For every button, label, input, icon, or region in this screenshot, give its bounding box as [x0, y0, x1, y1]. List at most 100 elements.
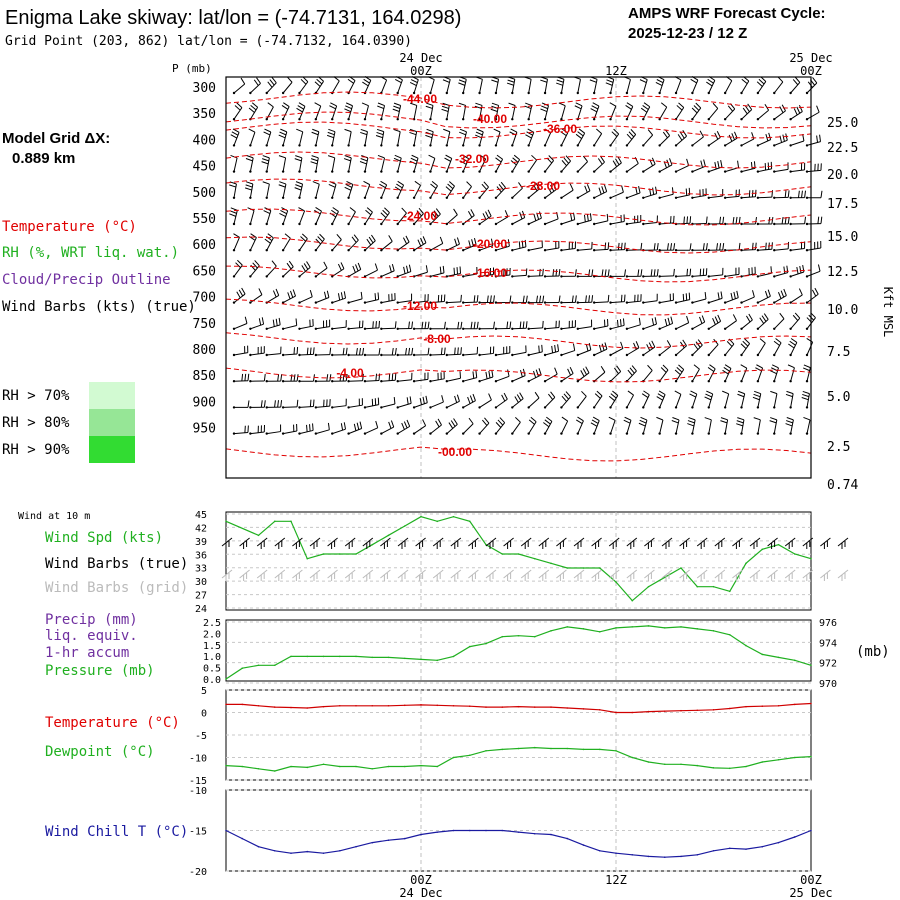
wind-barb — [658, 340, 672, 357]
wind-barb — [560, 366, 574, 383]
wind-barb — [558, 102, 566, 121]
wind-barb — [658, 364, 669, 383]
wind-barb — [674, 364, 685, 383]
temperature-line-point — [257, 704, 260, 707]
height-tick: 0.74 — [827, 478, 858, 493]
wind-barb — [674, 243, 692, 252]
wind-speed-line-point — [810, 557, 812, 560]
wind-y-tick: 30 — [195, 577, 207, 588]
windchill-line-point — [728, 847, 731, 850]
wind-barb — [441, 102, 450, 121]
pressure-line-point — [338, 655, 341, 658]
wind-barb — [265, 424, 282, 435]
wind-barb — [658, 158, 673, 173]
surface-wind-barb-grid — [732, 569, 743, 581]
surface-wind-barb-grid — [327, 569, 338, 581]
wind-barb — [524, 102, 533, 121]
wind-barb — [592, 319, 609, 330]
windchill-line-point — [582, 844, 585, 846]
windchill-line-point — [290, 852, 292, 854]
wind-barb — [396, 372, 413, 383]
surface-wind-barb-true — [696, 537, 708, 549]
wind-barb — [478, 346, 495, 357]
temperature-line-point — [485, 706, 487, 708]
wind-barb — [511, 416, 521, 435]
wind-barb — [543, 367, 558, 383]
wind-speed-line-point — [680, 567, 682, 569]
wind-barb — [642, 129, 654, 147]
wind-barb — [511, 392, 524, 409]
cross-section-layer: 300 350 400 450 500 550 600 650 700 750 800 850 900 9… — [193, 76, 858, 493]
temperature-line-point — [452, 704, 455, 707]
temperature-y-tick: 0 — [201, 709, 207, 720]
wind-barb — [429, 321, 446, 330]
model-grid-label: Model Grid ΔX: — [2, 130, 110, 147]
dewpoint-line-point — [533, 746, 536, 749]
wind-barb — [691, 292, 707, 304]
wind-barb — [576, 319, 593, 330]
wind-barb — [444, 154, 453, 173]
dewpoint-line-point — [745, 765, 747, 768]
wind-barb — [723, 160, 740, 173]
wind-barb — [329, 102, 338, 121]
wind-barb — [281, 102, 290, 121]
pressure-line-point — [257, 664, 260, 667]
wind-barb — [527, 320, 544, 330]
pressure-line-point — [371, 656, 374, 659]
wind-barb — [589, 76, 598, 95]
wind-barb — [428, 154, 436, 173]
pressure-tick: 800 — [193, 343, 216, 358]
wind-barb — [347, 320, 364, 330]
pressure-line-point — [598, 631, 601, 633]
temperature-line-point — [273, 706, 276, 708]
wind-barb — [638, 416, 648, 435]
wind-barb — [409, 154, 419, 173]
temperature-line-point — [355, 704, 357, 707]
pressure-line-point — [452, 655, 455, 658]
rh80-swatch — [89, 409, 135, 436]
wind-barb — [773, 241, 790, 252]
surface-wind-barb-grid — [450, 569, 462, 581]
temperature-line-point — [306, 707, 309, 709]
wind-barb — [478, 209, 492, 226]
wind-barb — [380, 76, 388, 95]
wind-barb — [265, 102, 274, 121]
wind-barb — [805, 190, 823, 199]
windchill-line-point — [273, 849, 276, 852]
wind-barb — [412, 395, 428, 409]
height-tick: 5.0 — [827, 390, 850, 405]
wind-barb — [314, 233, 325, 252]
legend-liq-equiv: liq. equiv. — [45, 628, 138, 644]
surface-wind-barb-true — [415, 537, 426, 549]
wind-barb — [429, 395, 444, 409]
wind-barb — [491, 76, 500, 95]
wind-speed-line-point — [501, 553, 504, 555]
wind-barb — [625, 129, 637, 147]
wind-barb — [314, 102, 322, 121]
wind-barb — [560, 391, 571, 409]
wind-barb — [409, 128, 418, 147]
temperature-line-point — [777, 704, 780, 707]
wind-barb — [527, 240, 543, 252]
wind-barb — [494, 295, 512, 304]
wind-barb — [773, 190, 790, 199]
wind-barb — [298, 233, 308, 252]
dewpoint-line-point — [306, 766, 309, 769]
surface-wind-barb-true — [239, 537, 250, 549]
wind-barb — [690, 76, 699, 95]
wind-barb — [327, 128, 336, 147]
wind-barb — [232, 425, 249, 435]
isotherm-label: -32.00 — [455, 152, 489, 166]
dewpoint-line-point — [403, 765, 406, 768]
temperature-line-point — [290, 706, 292, 709]
wind-barb — [658, 187, 674, 199]
wind-barb — [560, 155, 571, 173]
wind-barb — [674, 130, 687, 147]
wind-barb — [592, 128, 603, 147]
surface-wind-barb-true — [679, 537, 690, 549]
wind-barb — [396, 396, 412, 409]
dewpoint-line-point — [696, 764, 699, 767]
wind-barb — [609, 269, 627, 278]
dewpoint-line-point — [615, 749, 617, 752]
wind-speed-line-point — [355, 553, 357, 555]
